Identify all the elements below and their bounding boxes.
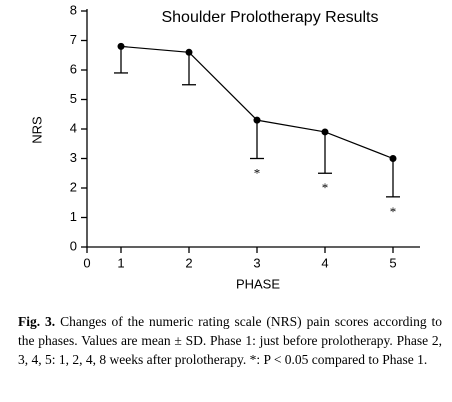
y-tick-label: 6 xyxy=(70,61,77,76)
y-tick-label: 5 xyxy=(70,91,77,106)
chart-title: Shoulder Prolotherapy Results xyxy=(161,9,378,26)
point xyxy=(389,155,397,162)
significance-label: * xyxy=(322,180,329,195)
point xyxy=(253,116,261,124)
y-tick-label: 1 xyxy=(70,209,77,224)
y-tick-label: 2 xyxy=(70,179,77,194)
x-tick-label: 1 xyxy=(117,255,124,270)
y-tick-label: 3 xyxy=(70,150,77,165)
x-tick-label: 4 xyxy=(321,255,328,270)
x-tick-label: 5 xyxy=(389,255,396,270)
x-tick-label: 0 xyxy=(83,255,90,270)
point xyxy=(117,42,125,50)
point xyxy=(321,128,329,136)
chart: Shoulder Prolotherapy Results NRS PHASE … xyxy=(29,2,420,291)
x-tick-label: 3 xyxy=(253,255,260,270)
point xyxy=(185,48,193,56)
y-tick-label: 7 xyxy=(70,32,77,47)
caption-text: Changes of the numeric rating scale (NRS… xyxy=(18,314,442,367)
y-axis-label: NRS xyxy=(29,116,44,144)
x-axis-label: PHASE xyxy=(236,276,280,291)
x-tick-label: 2 xyxy=(185,255,192,270)
y-tick-label: 8 xyxy=(70,2,77,17)
y-tick-label: 4 xyxy=(70,120,77,135)
significance-label: * xyxy=(254,165,261,180)
caption: Fig. 3. Changes of the numeric rating sc… xyxy=(18,312,442,369)
significance-label: * xyxy=(390,204,397,219)
y-tick-label: 0 xyxy=(70,238,77,253)
caption-label: Fig. 3. xyxy=(18,314,56,329)
